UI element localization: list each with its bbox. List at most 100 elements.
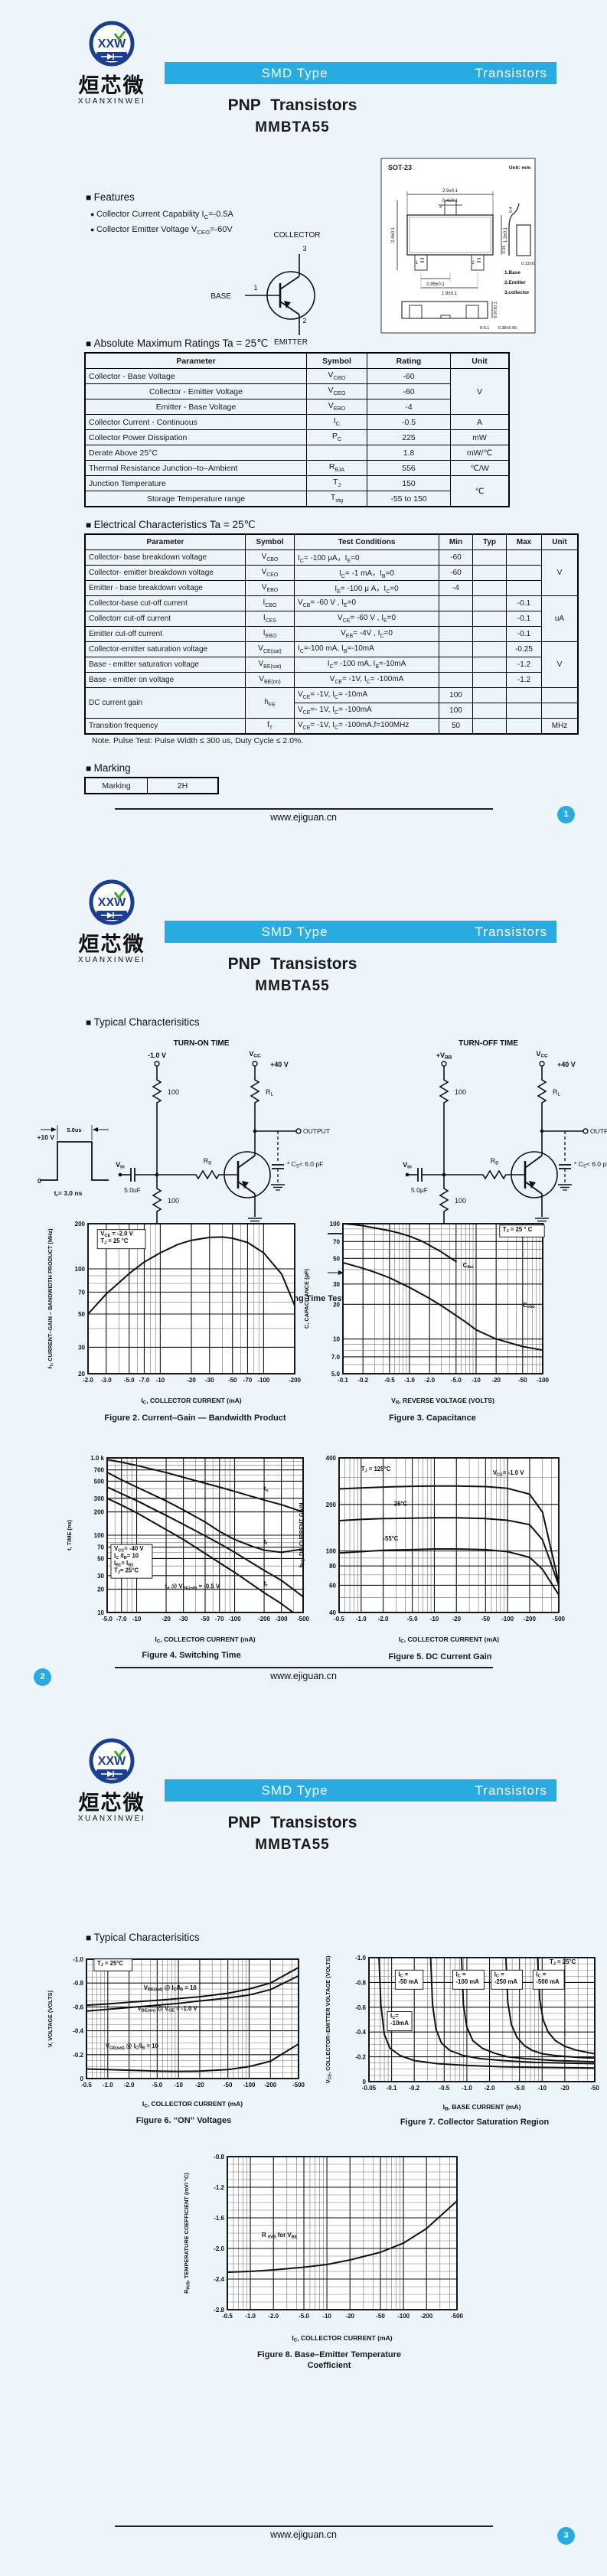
cell: VCE= -1V, IC= -100mA <box>294 672 439 688</box>
table-row: Transition frequency fT VCE= -1V, IC= -100… <box>84 718 579 735</box>
figure-3-chart: -0.1 -0.2 -0.5 -1.0 -2.0 -5.0 -10 -20 -50 -100 5.0… <box>299 1215 555 1411</box>
brand-name-cn: 烜芯微 <box>78 1792 145 1815</box>
marking-code: 2H <box>147 777 219 794</box>
banner-transistors: Transistors <box>475 924 547 939</box>
svg-text:-2.0: -2.0 <box>485 2085 495 2092</box>
figure-7-caption: Figure 7. Collector Saturation Region <box>400 2118 550 2127</box>
svg-text:5.0us: 5.0us <box>67 1127 81 1133</box>
svg-text:300: 300 <box>94 1495 105 1502</box>
svg-text:0.4±0.1: 0.4±0.1 <box>442 199 459 204</box>
svg-text:VCC: VCC <box>249 1050 261 1059</box>
cell <box>439 626 473 642</box>
svg-text:-2.8: -2.8 <box>214 2307 224 2314</box>
svg-text:100: 100 <box>455 1197 466 1205</box>
feature-item: Collector Emitter Voltage VCEO=-60V <box>90 225 233 236</box>
table-row: Emitter cut-off current IEBO VEB= -4V , IC… <box>84 626 578 642</box>
table-row: Collector- base breakdown voltage VCBO IC=… <box>84 549 579 596</box>
svg-text:-0.1: -0.1 <box>338 1377 348 1384</box>
cell: Base - emitter on voltage <box>84 672 246 688</box>
svg-text:-100: -100 <box>243 2082 256 2089</box>
svg-text:-5.0: -5.0 <box>152 2082 162 2089</box>
cell: IE= -100 μ A，IC=0 <box>294 580 439 596</box>
cell: VEBO <box>245 580 295 596</box>
table-row: Emitter - Base Voltage VEBO -4 <box>84 399 509 415</box>
elec-table: Parameter Symbol Test Conditions Min Typ Max U… <box>84 533 579 735</box>
svg-text:EMITTER: EMITTER <box>274 338 308 347</box>
svg-text:-10: -10 <box>537 2085 547 2092</box>
svg-text:-100: -100 <box>397 2313 410 2320</box>
cell: -60 <box>439 565 473 581</box>
svg-text:fT, CURRENT–GAIN – BANDWIDTH P: fT, CURRENT–GAIN – BANDWIDTH PRODUCT (MH… <box>47 1228 54 1369</box>
svg-text:-10: -10 <box>156 1377 165 1384</box>
svg-text:VCC= -40 V: VCC= -40 V <box>114 1545 144 1553</box>
svg-text:TJ = 25 °C: TJ = 25 °C <box>100 1237 129 1245</box>
svg-text:-50: -50 <box>201 1616 210 1622</box>
svg-text:VCE, COLLECTOR–EMITTER VOLTAGE: VCE, COLLECTOR–EMITTER VOLTAGE (VOLTS) <box>325 1955 332 2083</box>
svg-text:-5.0: -5.0 <box>451 1377 462 1384</box>
footer-url[interactable]: www.ejiguan.cn <box>270 2529 337 2540</box>
footer-url[interactable]: www.ejiguan.cn <box>270 1671 337 1681</box>
cell: -60 <box>367 383 451 399</box>
cell: Collector - Emitter Voltage <box>84 383 307 399</box>
svg-text:IC, COLLECTOR CURRENT (mA): IC, COLLECTOR CURRENT (mA) <box>399 1635 499 1645</box>
svg-text:7.0: 7.0 <box>331 1354 341 1361</box>
table-row: Base - emitter on voltage VBE(on) VCE= -1V… <box>84 672 578 688</box>
svg-text:-0.5: -0.5 <box>81 2082 92 2089</box>
svg-text:VBE(on) @ VCE = -1.0 V: VBE(on) @ VCE = -1.0 V <box>137 2005 197 2013</box>
svg-text:VCE(sat) @ IC/IB = 10: VCE(sat) @ IC/IB = 10 <box>106 2043 159 2050</box>
svg-text:-1.0: -1.0 <box>356 1616 367 1622</box>
svg-text:10: 10 <box>333 1336 340 1343</box>
cell: Collector-emitter saturation voltage <box>84 641 246 657</box>
svg-text:0: 0 <box>38 1177 41 1185</box>
svg-text:IC, COLLECTOR CURRENT (mA): IC, COLLECTOR CURRENT (mA) <box>292 2334 392 2343</box>
svg-text:-500: -500 <box>292 2082 305 2089</box>
svg-text:-70: -70 <box>215 1616 224 1622</box>
cell: MHz <box>541 718 579 735</box>
svg-text:VCE = -2.0 V: VCE = -2.0 V <box>100 1231 133 1238</box>
page-number-badge: 2 <box>34 1668 51 1686</box>
svg-text:* CS< 6.0 pF: * CS< 6.0 pF <box>287 1160 323 1169</box>
svg-text:+40 V: +40 V <box>270 1061 289 1068</box>
cell <box>439 657 473 673</box>
figure-6-chart: -0.5 -1.0 -2.0 -5.0 -10 -20 -50 -100 -200 -500 0 -0… <box>42 1952 310 2115</box>
svg-text:-250 mA: -250 mA <box>494 1978 518 1985</box>
svg-text:IC =: IC = <box>456 1971 466 1978</box>
cell: V <box>541 641 579 688</box>
table-row: Emitter - base breakdown voltage VEBO IE= … <box>84 580 578 596</box>
svg-text:0-0.1: 0-0.1 <box>480 326 490 331</box>
table-row: Derate Above 25°C 1.8 mW/℃ <box>84 445 510 461</box>
svg-text:-0.6: -0.6 <box>355 2004 366 2011</box>
pulse-test-note: Note. Pulse Test: Pulse Width ≤ 300 us, … <box>92 736 304 745</box>
svg-text:tr= 3.0 ns: tr= 3.0 ns <box>54 1189 83 1198</box>
svg-text:TURN-OFF TIME: TURN-OFF TIME <box>459 1039 518 1048</box>
cell: Base - emitter saturation voltage <box>84 657 246 673</box>
svg-text:0.97±0.1: 0.97±0.1 <box>494 302 498 318</box>
svg-text:TJ = 125°C: TJ = 125°C <box>361 1466 391 1473</box>
cell: 50 <box>439 718 473 735</box>
figure-7-chart: -0.05 -0.1 -0.2 -0.5 -1.0 -2.0 -5.0 -10 -20 -50 0 -… <box>320 1948 606 2118</box>
footer-rule <box>115 1667 493 1668</box>
table-row: Collector - Base Voltage VCBO -60 V <box>84 368 510 415</box>
col-header: Parameter <box>84 533 246 550</box>
cell: VBE(sat) <box>245 657 295 673</box>
svg-text:XXW: XXW <box>98 1755 126 1768</box>
svg-text:TJ = 25°C: TJ = 25°C <box>97 1960 124 1968</box>
svg-text:20: 20 <box>333 1301 340 1308</box>
cell: Emitter - Base Voltage <box>84 399 307 415</box>
cell: VCE= -1V, IC= -100mA,f=100MHz <box>294 718 439 735</box>
table-row: Junction Temperature TJ 150 ℃ <box>84 475 510 507</box>
part-number: MMBTA55 <box>255 1837 330 1853</box>
table-row: VCE=- 1V, IC= -100mA 100 <box>85 703 579 719</box>
cell: Storage Temperature range <box>84 491 307 507</box>
brand-name-cn: 烜芯微 <box>78 74 145 97</box>
svg-text:100: 100 <box>75 1266 86 1273</box>
svg-text:1: 1 <box>416 261 419 266</box>
cell: Transition frequency <box>84 718 246 735</box>
footer-url[interactable]: www.ejiguan.cn <box>270 812 337 823</box>
cell: VCE= -60 V , IE=0 <box>294 611 439 627</box>
col-header: Unit <box>541 533 579 550</box>
svg-text:3: 3 <box>302 245 306 253</box>
table-row: Collector - Emitter Voltage VCEO -60 <box>84 383 509 399</box>
cell: Tstg <box>306 491 367 507</box>
